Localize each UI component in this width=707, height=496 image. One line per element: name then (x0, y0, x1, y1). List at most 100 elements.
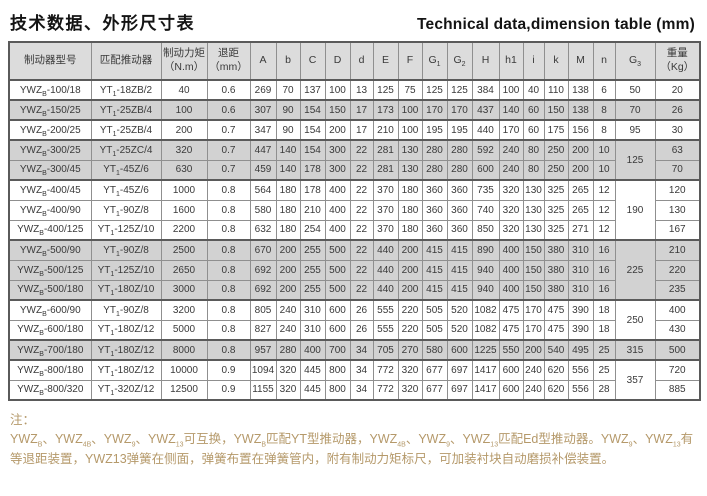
table-cell: 170 (522, 299, 545, 321)
table-cell: 13 (349, 79, 374, 101)
table-cell: 0.8 (206, 199, 251, 221)
table-cell: 475 (498, 319, 524, 341)
table-cell: 10 (592, 139, 616, 161)
column-header-11: G1 (421, 41, 448, 81)
g3-cell: 190 (614, 179, 656, 241)
table-cell: 475 (543, 319, 569, 341)
g3-cell: 315 (614, 339, 656, 361)
table-cell: 130 (522, 219, 545, 241)
table-cell: 138 (567, 99, 594, 121)
table-cell: 447 (249, 139, 277, 161)
column-header-0: 制动器型号 (8, 41, 92, 81)
table-cell: 130 (522, 179, 545, 201)
table-cell: 692 (249, 259, 277, 281)
table-body: YWZB-100/18 YT1-18ZB/2 40 0.6 269 70 137 100 13 1… (8, 79, 701, 401)
table-cell: 1600 (160, 199, 208, 221)
table-cell: 772 (372, 379, 399, 401)
table-cell: 850 (471, 219, 500, 241)
table-cell: 90 (275, 119, 301, 141)
table-row: YWZB-500/90 YT1-90Z/8 2500 0.8 670 200 255 500 2… (8, 239, 701, 301)
table-cell: 440 (471, 119, 500, 141)
table-cell: 28 (592, 379, 616, 401)
table-cell: 384 (471, 79, 500, 101)
table-cell: 325 (543, 219, 569, 241)
table-cell: 170 (522, 319, 545, 341)
table-cell: 200 (397, 259, 423, 281)
table-cell: 8 (592, 99, 616, 121)
table-cell: 22 (349, 159, 374, 181)
table-cell: 437 (471, 99, 500, 121)
weight-cell: 26 (654, 99, 701, 121)
table-cell: 320 (275, 379, 301, 401)
table-cell: 360 (446, 199, 473, 221)
g3-cell: 70 (614, 99, 656, 121)
table-cell: 310 (567, 279, 594, 301)
table-cell: 360 (421, 199, 448, 221)
table-cell: 240 (522, 379, 545, 401)
page-title-en: Technical data,dimension table (mm) (416, 16, 695, 33)
table-cell: 360 (446, 179, 473, 201)
table-cell: 370 (372, 179, 399, 201)
table-cell: 26 (349, 299, 374, 321)
page-title-zh: 技术数据、外形尺寸表 (10, 14, 195, 33)
g3-cell: 50 (614, 79, 656, 101)
thruster-cell: YT1-90Z/8 (90, 239, 162, 261)
table-cell: 200 (397, 239, 423, 261)
g3-cell: 357 (614, 359, 656, 401)
table-cell: 100 (324, 79, 351, 101)
table-cell: 100 (397, 99, 423, 121)
table-cell: 957 (249, 339, 277, 361)
table-cell: 325 (543, 199, 569, 221)
table-cell: 280 (275, 339, 301, 361)
table-cell: 90 (275, 99, 301, 121)
model-cell: YWZB-500/180 (8, 279, 92, 301)
table-cell: 600 (498, 379, 524, 401)
table-cell: 310 (299, 319, 326, 341)
table-cell: 130 (397, 159, 423, 181)
table-cell: 805 (249, 299, 277, 321)
table-cell: 772 (372, 359, 399, 381)
table-cell: 271 (567, 219, 594, 241)
column-header-10: F (397, 41, 423, 81)
table-cell: 250 (543, 139, 569, 161)
table-cell: 0.8 (206, 319, 251, 341)
thruster-cell: YT1-180Z/10 (90, 279, 162, 301)
table-cell: 16 (592, 239, 616, 261)
thruster-cell: YT1-125Z/10 (90, 219, 162, 241)
table-cell: 22 (349, 139, 374, 161)
weight-cell: 430 (654, 319, 701, 341)
table-cell: 1094 (249, 359, 277, 381)
table-cell: 110 (543, 79, 569, 101)
thruster-cell: YT1-45Z/6 (90, 179, 162, 201)
table-cell: 400 (324, 219, 351, 241)
table-cell: 415 (446, 279, 473, 301)
table-cell: 370 (372, 199, 399, 221)
table-cell: 890 (471, 239, 500, 261)
table-cell: 360 (446, 219, 473, 241)
table-cell: 34 (349, 339, 374, 361)
thruster-cell: YT1-45Z/6 (90, 159, 162, 181)
table-cell: 195 (421, 119, 448, 141)
table-cell: 1417 (471, 359, 500, 381)
table-cell: 130 (397, 139, 423, 161)
table-cell: 138 (567, 79, 594, 101)
weight-cell: 20 (654, 79, 701, 101)
column-header-16: k (543, 41, 569, 81)
table-cell: 22 (349, 179, 374, 201)
model-cell: YWZB-500/90 (8, 239, 92, 261)
table-cell: 940 (471, 259, 500, 281)
table-cell: 180 (397, 219, 423, 241)
table-cell: 600 (446, 339, 473, 361)
table-cell: 320 (498, 219, 524, 241)
table-cell: 12 (592, 179, 616, 201)
table-cell: 178 (299, 179, 326, 201)
table-cell: 16 (592, 279, 616, 301)
table-cell: 265 (567, 179, 594, 201)
table-cell: 630 (160, 159, 208, 181)
table-cell: 178 (299, 159, 326, 181)
g3-cell: 250 (614, 299, 656, 341)
table-row: YWZB-400/45 YT1-45Z/6 1000 0.8 564 180 178 400 2… (8, 179, 701, 241)
table-cell: 12 (592, 219, 616, 241)
g3-cell: 125 (614, 139, 656, 181)
table-cell: 370 (372, 219, 399, 241)
